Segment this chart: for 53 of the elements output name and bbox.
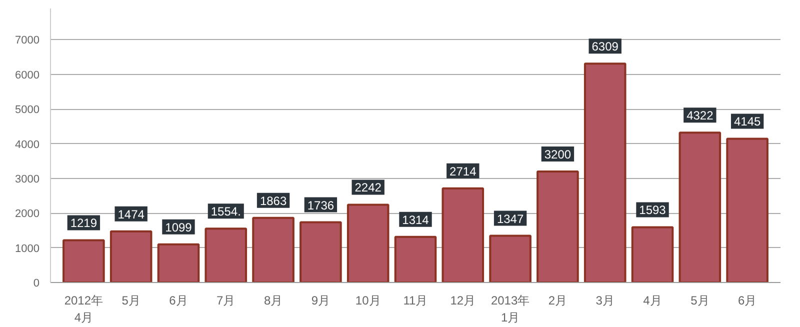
data-label: 2714 — [450, 164, 477, 178]
bar — [204, 228, 248, 282]
bar — [394, 236, 437, 282]
y-tick-label: 7000 — [15, 34, 40, 47]
x-tick-label: 2月 — [548, 294, 568, 308]
bar — [536, 170, 579, 282]
x-tick-label: 12月 — [450, 294, 476, 308]
y-tick-label: 3000 — [15, 173, 40, 186]
y-tick-label: 1000 — [15, 242, 40, 255]
x-tick-label: 2012年 4月 — [64, 294, 104, 324]
data-label: 4145 — [734, 114, 761, 129]
x-tick-label: 5月 — [690, 294, 710, 308]
bar — [346, 204, 390, 282]
x-tick-label: 7月 — [216, 294, 236, 308]
data-label: 1219 — [70, 216, 98, 230]
data-label: 1863 — [260, 194, 287, 208]
x-tick-label: 6月 — [169, 294, 188, 308]
y-tick-label: 5000 — [15, 104, 40, 116]
y-tick-label: 6000 — [15, 69, 40, 82]
x-tick-label: 9月 — [311, 294, 330, 308]
data-label: 3200 — [544, 148, 572, 162]
x-tick-label: 2013年 1月 — [490, 294, 530, 324]
bar — [252, 216, 294, 282]
bar — [157, 243, 200, 282]
y-tick-label: 4000 — [15, 138, 40, 151]
x-tick-label: 11月 — [403, 294, 428, 308]
y-tick-label: 0 — [33, 278, 40, 290]
x-tick-label: 6月 — [738, 294, 757, 308]
x-tick-label: 8月 — [264, 294, 283, 308]
data-label: 2242 — [354, 180, 382, 195]
data-label: 1593 — [639, 203, 666, 218]
bar — [110, 230, 152, 282]
data-label: 1736 — [307, 198, 334, 212]
bar — [631, 226, 674, 282]
bar — [726, 138, 768, 282]
bar — [62, 239, 105, 282]
bar — [442, 187, 484, 282]
data-label: 1314 — [402, 212, 430, 227]
bar — [489, 234, 532, 282]
bar — [584, 62, 626, 282]
data-label: 6309 — [592, 40, 619, 54]
bar — [678, 132, 722, 282]
data-label: 4322 — [686, 108, 714, 123]
bar — [300, 221, 342, 282]
data-label: 1347 — [496, 212, 524, 226]
x-tick-label: 10月 — [355, 294, 381, 308]
y-tick-label: 2000 — [15, 208, 40, 220]
x-tick-label: 3月 — [596, 294, 614, 308]
data-label: 1554. — [210, 204, 241, 219]
data-label: 1099 — [165, 220, 192, 234]
x-tick-label: 4月 — [643, 294, 662, 308]
data-label: 1474 — [118, 207, 145, 222]
x-tick-label: 5月 — [122, 294, 140, 308]
